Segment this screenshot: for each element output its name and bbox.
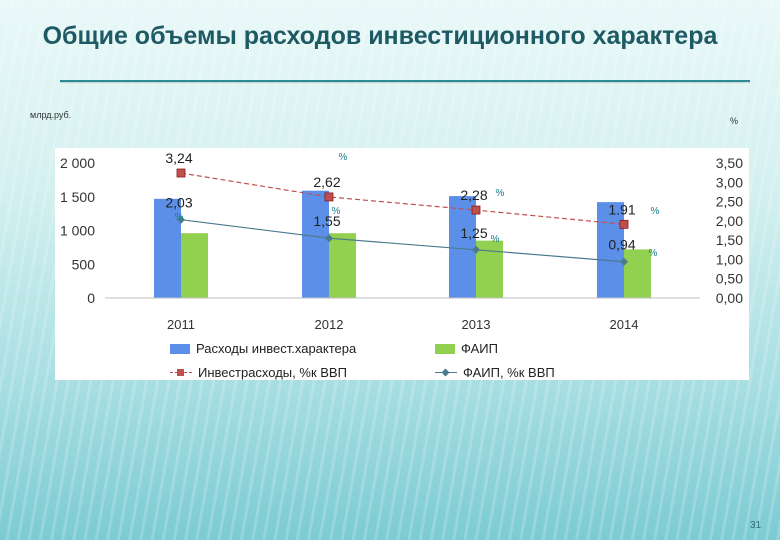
data-label: 1,25 [460,225,487,241]
line-point [177,215,185,224]
slide-title: Общие объемы расходов инвестиционного ха… [42,22,718,50]
bar [449,196,476,298]
series-line [180,219,625,263]
bar [624,249,651,298]
percent-mark: % [339,152,348,163]
right-axis-unit-label: % [730,116,739,126]
bar [476,240,503,298]
data-label: 1.91 [608,201,635,217]
line-point [619,219,629,229]
y-left-tick-label: 1 500 [60,189,95,205]
line-point [325,234,333,243]
y-right-tick-label: 3,50 [716,155,743,171]
legend-item-invest-gdp: Инвестрасходы, %к ВВП [170,365,347,380]
percent-mark: % [651,206,660,217]
bar [302,190,329,298]
legend-swatch-invest-gdp [170,368,192,378]
bar [329,233,356,298]
title-divider [60,80,750,82]
x-tick-label: 2013 [462,317,491,332]
bar [154,198,181,298]
bar [181,233,208,298]
line-point [324,192,334,202]
line-point [472,245,480,254]
legend-item-faip-gdp: ФАИП, %к ВВП [435,365,555,380]
y-right-tick-label: 2,50 [716,194,743,210]
legend-swatch-faip-gdp [435,368,457,378]
legend-label-invest-expenses: Расходы инвест.характера [196,341,357,356]
data-label: 2,03 [165,195,192,211]
legend-item-faip: ФАИП [435,341,498,356]
legend-label-invest-gdp: Инвестрасходы, %к ВВП [198,365,347,380]
data-label: 2,62 [313,174,340,190]
data-label: 0,94 [608,237,635,253]
x-tick-label: 2014 [610,317,639,332]
line-point [471,205,481,215]
y-right-tick-label: 3,00 [716,174,743,190]
data-label: 3,24 [165,150,192,166]
investment-chart: 0 500 1 000 1 500 2 000 0,00 0,50 1,00 1,50 2,00 2… [60,150,743,332]
legend-label-faip: ФАИП [461,341,498,356]
data-label: 2,28 [460,187,487,203]
y-right-tick-label: 0,00 [716,290,743,306]
y-right-tick-label: 1,50 [716,232,743,248]
line-point [620,257,628,266]
percent-mark: % [491,234,500,245]
data-label: 1,55 [313,213,340,229]
y-right-tick-label: 1,00 [716,251,743,267]
line-point [176,168,186,178]
y-right-tick-label: 0,50 [716,271,743,287]
series-line [180,172,625,225]
y-left-tick-label: 1 000 [60,223,95,239]
legend-label-faip-gdp: ФАИП, %к ВВП [463,365,555,380]
x-tick-label: 2012 [315,317,344,332]
bar [597,202,624,298]
chart-panel: 0 500 1 000 1 500 2 000 0,00 0,50 1,00 1,50 2,00 2… [55,148,749,380]
y-left-tick-label: 500 [72,256,96,272]
slide-number: 31 [750,520,762,531]
x-tick-label: 2011 [167,317,195,332]
legend-item-invest-expenses: Расходы инвест.характера [170,341,356,356]
y-left-tick-label: 2 000 [60,155,95,171]
chart-legend: Расходы инвест.характера ФАИП Инвестрасх… [115,335,635,380]
percent-mark: % [649,248,658,259]
left-axis-unit-label: млрд.руб. [30,110,72,120]
y-left-tick-label: 0 [87,290,95,306]
percent-mark: % [332,206,341,217]
legend-swatch-faip [435,343,455,354]
y-right-tick-label: 2,00 [716,213,743,229]
percent-mark: % [175,212,184,223]
legend-swatch-invest-expenses [170,343,190,354]
percent-mark: % [496,188,505,199]
